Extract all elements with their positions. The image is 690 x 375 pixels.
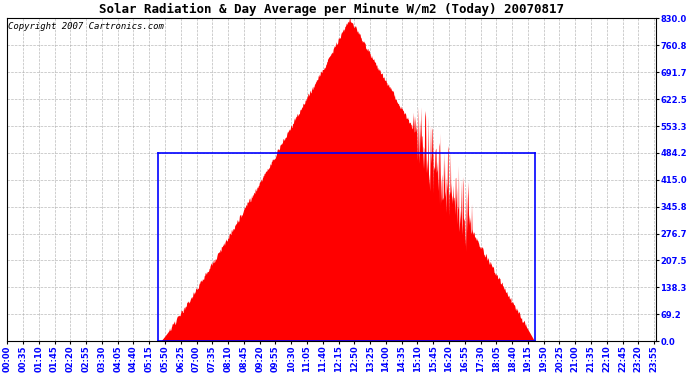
Text: Copyright 2007 Cartronics.com: Copyright 2007 Cartronics.com xyxy=(8,22,164,31)
Title: Solar Radiation & Day Average per Minute W/m2 (Today) 20070817: Solar Radiation & Day Average per Minute… xyxy=(99,3,564,16)
